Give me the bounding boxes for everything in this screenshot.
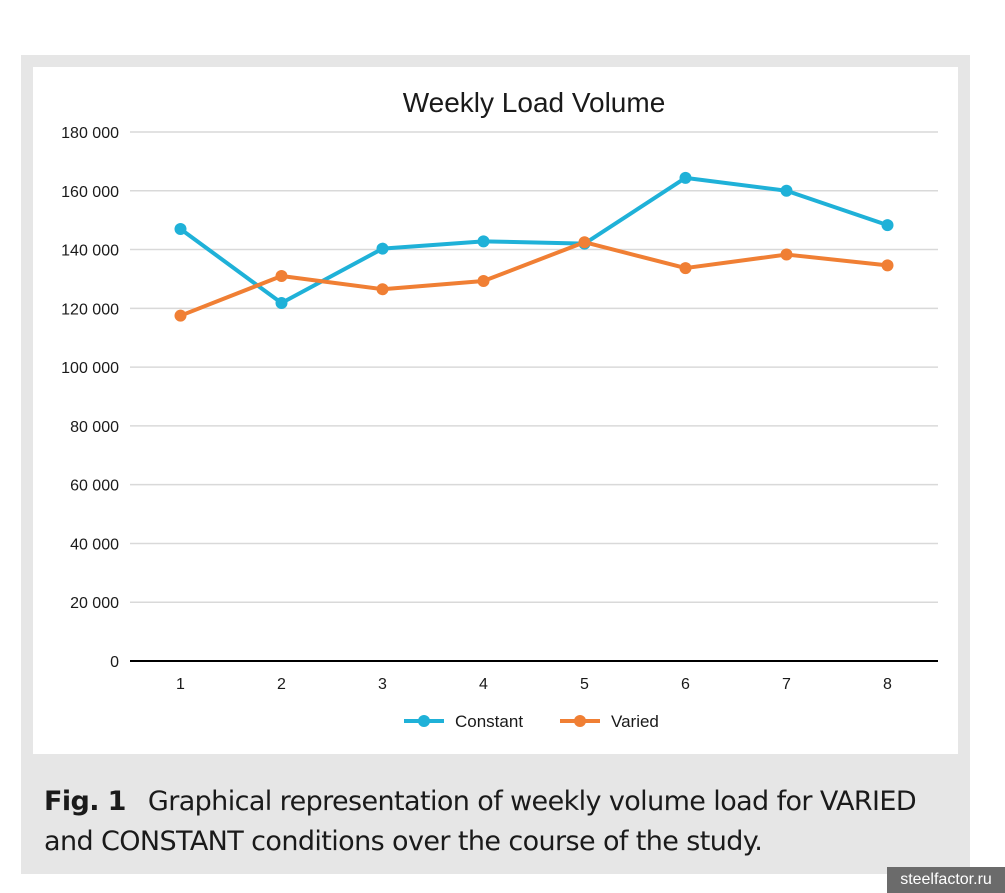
data-point-varied [376,283,389,296]
figure-label: Fig. 1 [44,786,126,817]
data-point-constant [780,184,793,197]
legend: Constant Varied [404,712,659,731]
data-point-constant [881,219,894,232]
data-point-constant [174,222,187,235]
series-lines [174,171,894,322]
data-point-varied [578,236,591,249]
x-axis-ticks: 1 2 3 4 5 6 7 8 [176,676,892,693]
figure-caption: Fig. 1 Graphical representation of weekly… [44,782,944,862]
x-tick-label: 6 [681,676,690,693]
data-point-varied [477,275,490,288]
gridlines [130,131,938,662]
y-tick-label: 160 000 [61,184,119,201]
series-line-varied [179,240,888,318]
plot-panel [33,67,958,754]
legend-label-varied: Varied [611,712,659,731]
x-tick-label: 5 [580,676,589,693]
data-point-constant [376,242,389,255]
y-tick-label: 140 000 [61,243,119,260]
y-tick-label: 20 000 [70,595,119,612]
y-tick-label: 40 000 [70,536,119,553]
chart-title: Weekly Load Volume [403,87,666,118]
caption-band [21,764,970,874]
data-point-varied [881,259,894,272]
series-line-constant [179,175,889,306]
caption-text: Graphical representation of weekly volum… [44,786,917,857]
data-point-constant [275,297,288,310]
x-tick-label: 4 [479,676,488,693]
data-point-varied [275,270,288,283]
y-axis-ticks: 0 20 000 40 000 60 000 80 000 100 000 120 000 1… [61,125,119,671]
legend-marker-constant [418,715,430,727]
data-point-varied [679,262,692,275]
y-tick-label: 180 000 [61,125,119,142]
data-point-varied [780,248,793,261]
y-tick-label: 100 000 [61,360,119,377]
x-tick-label: 2 [277,676,286,693]
x-tick-label: 7 [782,676,791,693]
x-tick-label: 1 [176,676,185,693]
watermark: steelfactor.ru [887,867,1005,893]
y-tick-label: 0 [110,654,119,671]
data-point-constant [477,235,490,248]
y-tick-label: 80 000 [70,419,119,436]
x-tick-label: 3 [378,676,387,693]
y-tick-label: 120 000 [61,301,119,318]
data-point-varied [174,309,187,322]
x-tick-label: 8 [883,676,892,693]
y-tick-label: 60 000 [70,478,119,495]
legend-marker-varied [574,715,586,727]
legend-label-constant: Constant [455,712,523,731]
data-point-constant [679,171,692,184]
